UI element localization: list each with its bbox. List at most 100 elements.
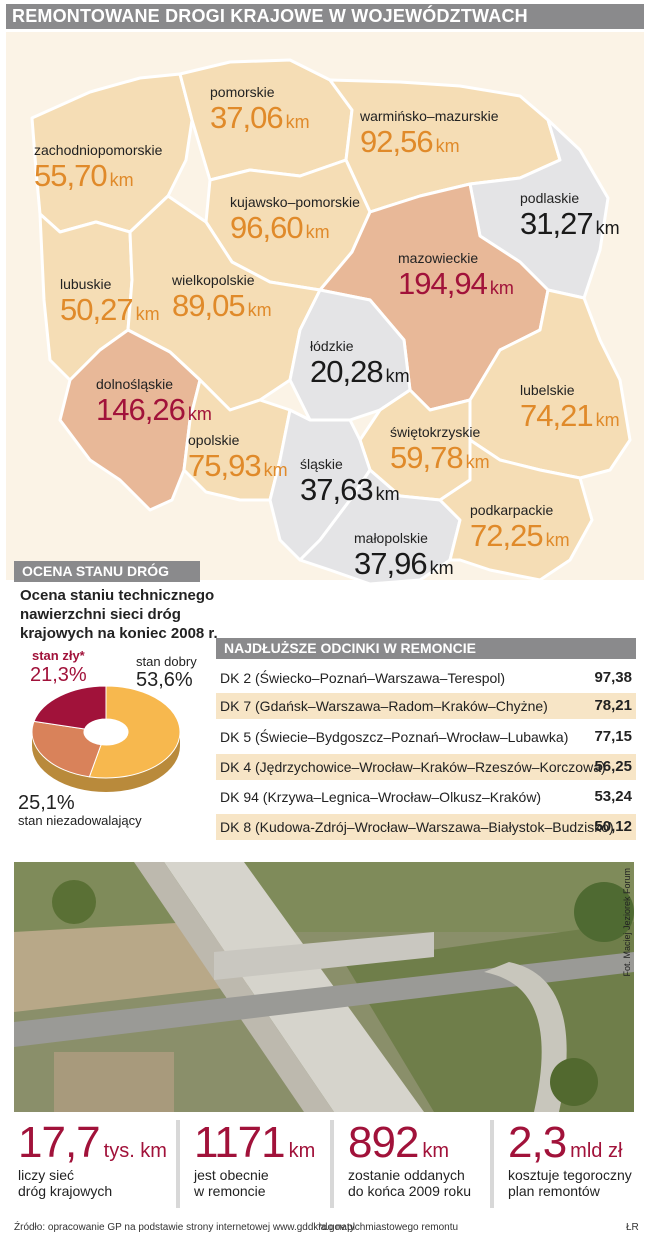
stat-unit: tys. km: [103, 1140, 167, 1162]
road-length: 53,24: [594, 788, 632, 805]
region-value: 72,25: [470, 518, 544, 553]
donut-chart: [31, 685, 181, 792]
road-length: 56,25: [594, 758, 632, 775]
region-name: małopolskie: [354, 530, 428, 546]
region-unit: km: [489, 278, 514, 298]
table-row: DK 5 (Świecie–Bydgoszcz–Poznań–Wrocław–L…: [216, 724, 636, 750]
stat-desc-1: zostanie oddanych: [348, 1167, 465, 1183]
stat-value: 1171: [194, 1118, 286, 1167]
region-name: dolnośląskie: [96, 376, 174, 392]
table-row: DK 94 (Krzywa–Legnica–Wrocław–Olkusz–Kra…: [216, 784, 636, 810]
donut-hole: [84, 719, 128, 745]
region-unit: km: [305, 222, 330, 242]
region-name: świętokrzyskie: [390, 424, 481, 440]
region-name: kujawsko–pomorskie: [230, 194, 360, 210]
region-swietokrzyskie: świętokrzyskie 59,78 km: [390, 424, 490, 476]
region-wielkopolskie: wielkopolskie 89,05 km: [172, 272, 272, 324]
region-name: śląskie: [300, 456, 343, 472]
good-value: 53,6%: [136, 669, 193, 691]
region-value: 74,21: [520, 398, 594, 433]
region-name: warmińsko–mazurskie: [360, 108, 499, 124]
photo-credit: Fot. Maciej Jeziorek Forum: [622, 868, 632, 977]
infographic-title: REMONTOWANE DROGI KRAJOWE W WOJEWÓDZTWAC…: [6, 4, 644, 29]
stat-completed: 892 km zostanie oddanych do końca 2009 ro…: [348, 1118, 471, 1200]
region-malopolskie-shape: [298, 468, 462, 586]
region-mazowieckie: mazowieckie 194,94 km: [398, 250, 514, 302]
region-name: pomorskie: [210, 84, 275, 100]
region-unit: km: [247, 300, 272, 320]
stat-unit: km: [422, 1140, 450, 1162]
stat-desc-2: plan remontów: [508, 1183, 600, 1199]
stat-desc-2: w remoncie: [194, 1183, 266, 1199]
region-value: 37,63: [300, 472, 374, 507]
region-value: 89,05: [172, 288, 246, 323]
stat-desc-1: jest obecnie: [194, 1167, 269, 1183]
road-length: 77,15: [594, 728, 632, 745]
region-unit: km: [109, 170, 134, 190]
region-opolskie: opolskie 75,93 km: [188, 432, 288, 484]
region-pomorskie: pomorskie 37,06 km: [210, 84, 310, 136]
stat-value: 2,3: [508, 1118, 567, 1167]
divider: [490, 1120, 494, 1208]
road-construction-photo: Fot. Maciej Jeziorek Forum: [14, 862, 634, 1112]
road-name: DK 5 (Świecie–Bydgoszcz–Poznań–Wrocław–L…: [220, 729, 569, 745]
table-row: DK 2 (Świecko–Poznań–Warszawa–Terespol) …: [216, 665, 636, 691]
region-name: łódzkie: [310, 338, 354, 354]
divider: [176, 1120, 180, 1208]
stat-desc-1: kosztuje tegoroczny: [508, 1167, 632, 1183]
region-unit: km: [285, 112, 310, 132]
author-initials: ŁR: [626, 1222, 639, 1233]
region-value: 96,60: [230, 210, 304, 245]
region-value: 31,27: [520, 206, 594, 241]
region-value: 37,96: [354, 546, 428, 581]
bad-label: stan zły*: [32, 648, 85, 663]
region-warminsko-mazurskie: warmińsko–mazurskie 92,56 km: [360, 108, 498, 160]
region-kujawsko-pomorskie: kujawsko–pomorskie 96,60 km: [230, 194, 360, 246]
region-podkarpackie-shape: [438, 438, 594, 582]
region-name: zachodniopomorskie: [34, 142, 163, 158]
source-note: Źródło: opracowanie GP na podstawie stro…: [14, 1222, 355, 1233]
region-malopolskie: małopolskie 37,96 km: [354, 530, 454, 582]
divider: [330, 1120, 334, 1208]
region-name: podkarpackie: [470, 502, 554, 518]
region-unit: km: [429, 558, 454, 578]
poland-map: [30, 58, 632, 586]
region-value: 59,78: [390, 440, 464, 475]
region-value: 92,56: [360, 124, 434, 159]
region-name: lubelskie: [520, 382, 575, 398]
region-name: opolskie: [188, 432, 240, 448]
region-value: 50,27: [60, 292, 134, 327]
stat-cost: 2,3 mld zł kosztuje tegoroczny plan remon…: [508, 1118, 632, 1200]
road-length: 50,12: [594, 818, 632, 835]
bad-value: 21,3%: [30, 664, 87, 686]
donut-slice-0: [88, 685, 181, 779]
region-value: 37,06: [210, 100, 284, 135]
stat-in-repair: 1171 km jest obecnie w remoncie: [194, 1118, 315, 1200]
stat-value: 892: [348, 1118, 419, 1167]
odcinki-header: NAJDŁUŻSZE ODCINKI W REMONCIE: [216, 638, 636, 659]
region-value: 75,93: [188, 448, 262, 483]
region-unit: km: [465, 452, 490, 472]
region-podlaskie: podlaskie 31,27 km: [520, 190, 620, 242]
footnote: *do natychmiastowego remontu: [318, 1222, 459, 1233]
region-value: 55,70: [34, 158, 108, 193]
ocena-header: OCENA STANU DRÓG: [14, 561, 200, 582]
region-name: mazowieckie: [398, 250, 479, 266]
good-label: stan dobry: [136, 654, 197, 669]
donut-side: [32, 732, 180, 792]
region-lubuskie: lubuskie 50,27 km: [60, 276, 160, 328]
region-value: 146,26: [96, 392, 186, 427]
region-slaskie: śląskie 37,63 km: [300, 456, 400, 508]
road-length: 78,21: [594, 697, 632, 714]
aerial-photo-illustration: [14, 862, 634, 1112]
region-podkarpackie: podkarpackie 72,25 km: [470, 502, 570, 554]
region-unit: km: [545, 530, 570, 550]
region-unit: km: [435, 136, 460, 156]
stat-desc-1: liczy sieć: [18, 1167, 75, 1183]
region-unit: km: [187, 404, 212, 424]
stat-unit: mld zł: [570, 1140, 623, 1162]
road-length: 97,38: [594, 669, 632, 686]
stat-desc-2: do końca 2009 roku: [348, 1183, 471, 1199]
region-unit: km: [595, 410, 620, 430]
stat-unit: km: [288, 1140, 316, 1162]
